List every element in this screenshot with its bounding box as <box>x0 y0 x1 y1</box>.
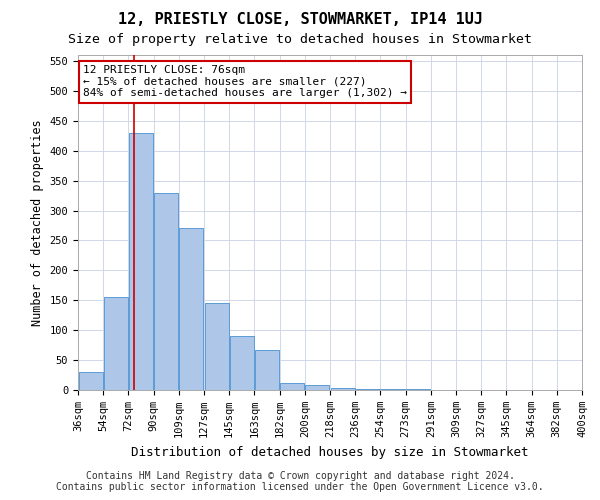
Y-axis label: Number of detached properties: Number of detached properties <box>31 119 44 326</box>
Bar <box>104 298 128 390</box>
Bar <box>154 192 178 390</box>
X-axis label: Distribution of detached houses by size in Stowmarket: Distribution of detached houses by size … <box>131 446 529 458</box>
Bar <box>356 389 380 390</box>
Bar <box>205 304 229 390</box>
Text: Contains HM Land Registry data © Crown copyright and database right 2024.
Contai: Contains HM Land Registry data © Crown c… <box>56 471 544 492</box>
Text: 12 PRIESTLY CLOSE: 76sqm
← 15% of detached houses are smaller (227)
84% of semi-: 12 PRIESTLY CLOSE: 76sqm ← 15% of detach… <box>83 65 407 98</box>
Bar <box>255 350 279 390</box>
Text: 12, PRIESTLY CLOSE, STOWMARKET, IP14 1UJ: 12, PRIESTLY CLOSE, STOWMARKET, IP14 1UJ <box>118 12 482 28</box>
Bar <box>305 385 329 390</box>
Bar <box>280 383 304 390</box>
Bar <box>230 336 254 390</box>
Bar <box>179 228 203 390</box>
Bar <box>331 388 355 390</box>
Bar <box>129 133 153 390</box>
Text: Size of property relative to detached houses in Stowmarket: Size of property relative to detached ho… <box>68 32 532 46</box>
Bar <box>79 372 103 390</box>
